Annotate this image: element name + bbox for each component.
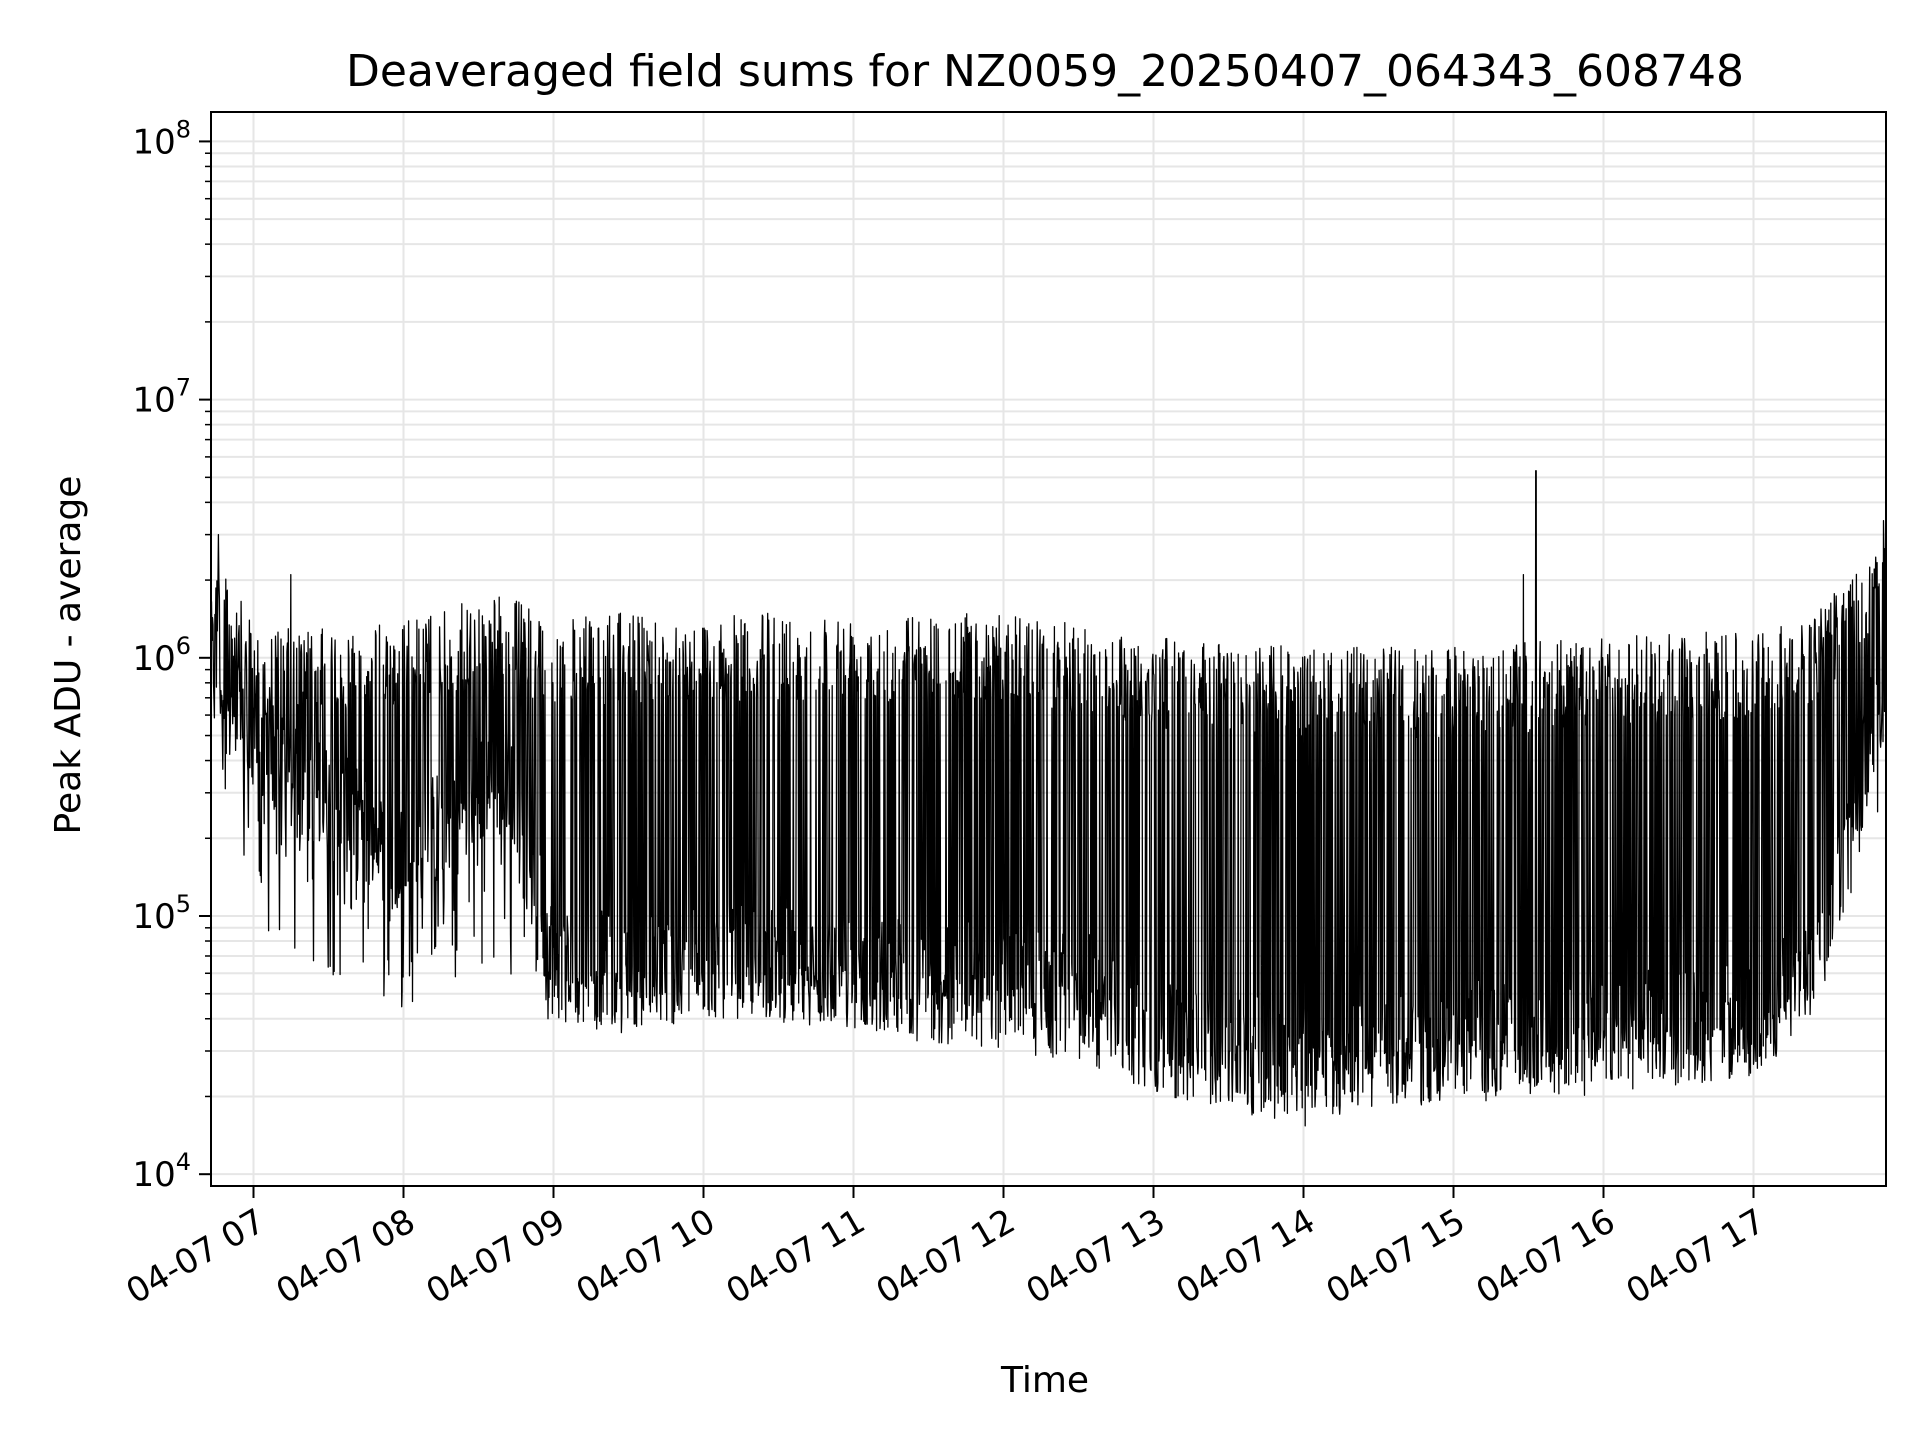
plot-frame (210, 111, 1887, 1187)
y-axis-label: Peak ADU - average (48, 476, 89, 835)
series-line (210, 470, 1887, 1127)
chart-title: Deaveraged field sums for NZ0059_2025040… (346, 46, 1744, 97)
y-tick-label: 107 (132, 374, 191, 421)
series-trace (210, 470, 1887, 1127)
y-tick-label: 104 (132, 1148, 191, 1195)
y-tick-label: 105 (132, 890, 191, 937)
y-axis: 104 105 106 107 108 (132, 115, 211, 1195)
x-axis-label: Time (1000, 1360, 1089, 1401)
y-tick-label: 108 (132, 115, 191, 162)
y-tick-label: 106 (132, 632, 191, 679)
